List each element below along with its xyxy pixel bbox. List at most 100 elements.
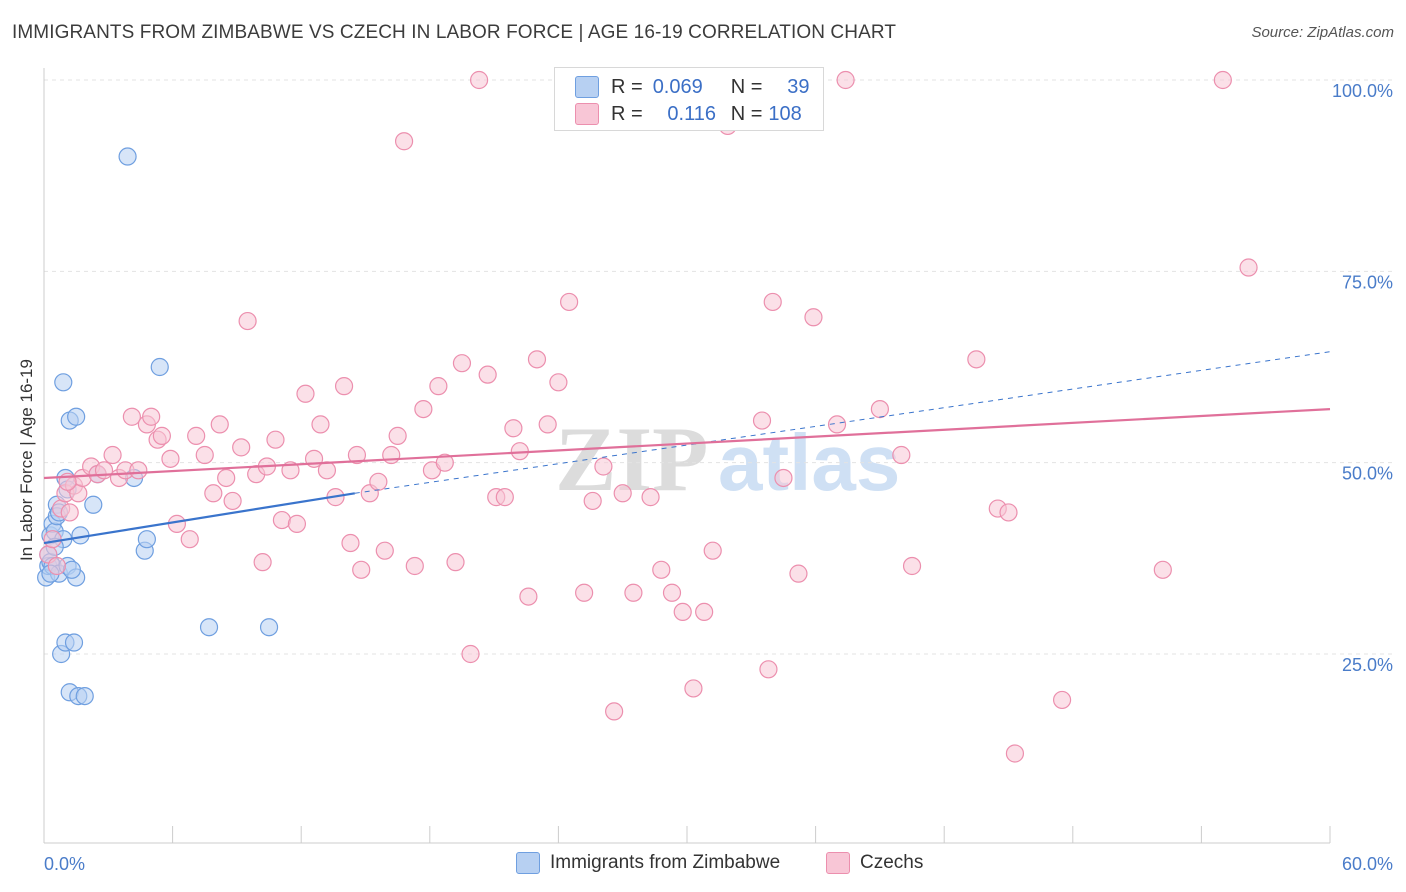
point-zimbabwe	[259, 618, 279, 637]
point-czechs	[1239, 258, 1258, 277]
watermark-atlas: atlas	[718, 418, 900, 507]
point-czechs	[405, 556, 424, 576]
point-czechs	[461, 644, 480, 664]
point-czechs	[519, 587, 538, 606]
n-label: N =	[730, 75, 763, 98]
point-czechs	[759, 660, 778, 679]
point-czechs	[827, 415, 847, 434]
point-czechs	[662, 583, 682, 602]
r-value: 0.116	[667, 102, 716, 125]
n-label: N =	[730, 102, 763, 125]
point-zimbabwe	[62, 560, 81, 579]
point-czechs	[836, 70, 855, 90]
point-czechs	[695, 602, 714, 622]
legend-item-zimbabwe[interactable]: Immigrants from Zimbabwe	[516, 852, 780, 874]
stats-legend-row-czechs: R = 0.116 N = 108	[575, 101, 802, 127]
y-tick-label: 50.0%	[1342, 464, 1393, 484]
point-czechs	[527, 350, 547, 369]
point-czechs	[388, 426, 407, 445]
point-czechs	[549, 373, 568, 392]
point-czechs	[167, 514, 186, 533]
point-czechs	[641, 488, 660, 507]
point-czechs	[223, 491, 242, 511]
r-value: 0.069	[652, 75, 703, 98]
point-czechs	[892, 445, 911, 465]
point-czechs	[1213, 70, 1232, 90]
stats-legend: R = 0.069 N = 39 R = 0.116 N = 108	[554, 67, 824, 131]
point-czechs	[870, 399, 890, 419]
point-zimbabwe	[118, 147, 137, 166]
legend-swatch-czechs	[826, 852, 850, 874]
point-czechs	[1052, 690, 1072, 710]
point-czechs	[575, 583, 594, 602]
point-zimbabwe	[199, 618, 219, 637]
point-czechs	[238, 311, 257, 331]
point-zimbabwe	[84, 495, 103, 514]
point-czechs	[652, 560, 671, 579]
point-czechs	[187, 426, 206, 445]
point-czechs	[967, 350, 986, 369]
legend-swatch-zimbabwe	[575, 76, 599, 98]
trendline-zimbabwe	[43, 492, 355, 545]
point-czechs	[495, 488, 514, 507]
point-czechs	[538, 415, 557, 434]
point-czechs	[446, 553, 465, 572]
point-czechs	[47, 556, 66, 576]
point-czechs	[1005, 744, 1025, 763]
point-czechs	[452, 354, 472, 373]
point-czechs	[478, 365, 497, 384]
trendline-czechs	[43, 407, 1331, 480]
y-tick-label: 25.0%	[1342, 655, 1393, 675]
x-tick-label: 60.0%	[1342, 854, 1393, 874]
point-czechs	[703, 541, 722, 560]
point-zimbabwe	[137, 530, 156, 549]
point-czechs	[152, 426, 171, 445]
point-czechs	[594, 457, 613, 476]
point-czechs	[43, 530, 62, 549]
point-czechs	[347, 445, 367, 465]
series-legend: Immigrants from Zimbabwe Czechs	[0, 852, 1406, 878]
point-czechs	[266, 430, 285, 449]
point-czechs	[103, 445, 122, 465]
point-czechs	[204, 484, 223, 503]
point-czechs	[469, 70, 489, 90]
point-czechs	[560, 292, 579, 312]
point-czechs	[902, 556, 922, 576]
point-czechs	[673, 602, 692, 622]
point-czechs	[583, 491, 602, 511]
point-czechs	[272, 510, 292, 530]
point-czechs	[142, 407, 161, 426]
point-czechs	[232, 438, 251, 457]
r-label: R =	[611, 102, 643, 125]
point-czechs	[504, 419, 523, 438]
point-czechs	[129, 461, 148, 480]
point-czechs	[684, 679, 703, 698]
point-czechs	[341, 533, 360, 553]
point-czechs	[287, 514, 307, 533]
legend-label-czechs: Czechs	[860, 852, 924, 873]
x-tick-label: 0.0%	[44, 854, 85, 874]
point-czechs	[253, 553, 272, 572]
point-zimbabwe	[75, 686, 94, 706]
point-czechs	[317, 461, 337, 480]
legend-swatch-zimbabwe	[516, 852, 540, 874]
point-czechs	[94, 461, 114, 480]
legend-label-zimbabwe: Immigrants from Zimbabwe	[550, 852, 781, 873]
legend-item-czechs[interactable]: Czechs	[826, 852, 923, 874]
point-czechs	[334, 377, 354, 396]
point-czechs	[394, 132, 414, 151]
point-zimbabwe	[64, 633, 84, 652]
point-czechs	[435, 453, 454, 472]
point-czechs	[605, 702, 624, 721]
point-czechs	[429, 377, 448, 396]
point-czechs	[369, 472, 388, 491]
point-czechs	[296, 384, 315, 403]
trendline-zimbabwe-extension	[354, 351, 1331, 494]
point-czechs	[804, 308, 823, 327]
n-value: 39	[787, 75, 810, 98]
stats-legend-row-zimbabwe: R = 0.069 N = 39	[575, 74, 820, 100]
point-czechs	[763, 292, 782, 312]
point-czechs	[613, 484, 632, 503]
point-czechs	[789, 564, 808, 583]
